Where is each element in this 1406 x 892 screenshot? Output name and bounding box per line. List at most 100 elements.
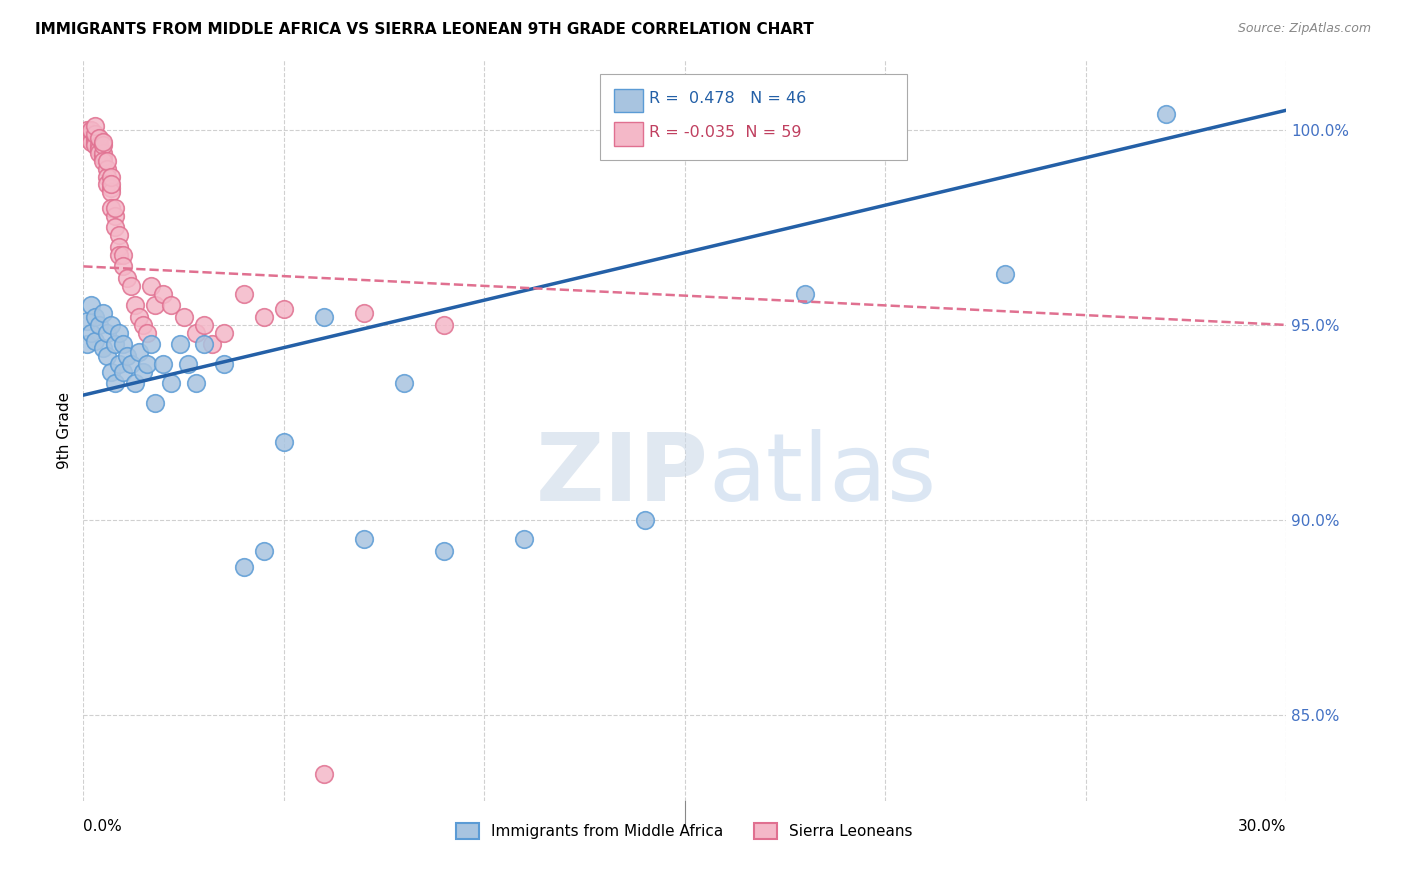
Point	[96, 161, 118, 176]
Point	[84, 138, 107, 153]
Point	[160, 376, 183, 391]
Point	[392, 376, 415, 391]
Point	[152, 357, 174, 371]
Text: 30.0%: 30.0%	[1237, 820, 1286, 834]
Point	[80, 127, 103, 141]
Point	[184, 376, 207, 391]
Point	[91, 135, 114, 149]
Point	[232, 286, 254, 301]
Point	[76, 123, 98, 137]
Point	[100, 365, 122, 379]
Point	[76, 130, 98, 145]
Point	[120, 357, 142, 371]
Text: R =  0.478   N = 46: R = 0.478 N = 46	[648, 91, 806, 106]
Point	[793, 286, 815, 301]
Point	[253, 310, 276, 324]
Point	[136, 326, 159, 340]
Point	[120, 278, 142, 293]
Point	[80, 326, 103, 340]
Point	[212, 326, 235, 340]
Point	[112, 365, 135, 379]
Point	[76, 127, 98, 141]
Point	[433, 318, 456, 332]
Point	[1154, 107, 1177, 121]
Point	[353, 533, 375, 547]
Point	[193, 337, 215, 351]
Point	[312, 310, 335, 324]
Point	[84, 119, 107, 133]
Point	[96, 178, 118, 192]
Point	[128, 310, 150, 324]
Point	[84, 135, 107, 149]
Point	[80, 135, 103, 149]
Point	[145, 396, 167, 410]
Point	[89, 130, 111, 145]
Point	[100, 201, 122, 215]
Point	[132, 318, 155, 332]
FancyBboxPatch shape	[613, 122, 643, 145]
Point	[108, 228, 131, 243]
Point	[112, 248, 135, 262]
Point	[104, 376, 127, 391]
Point	[80, 298, 103, 312]
Point	[128, 345, 150, 359]
Y-axis label: 9th Grade: 9th Grade	[58, 392, 72, 469]
Text: IMMIGRANTS FROM MIDDLE AFRICA VS SIERRA LEONEAN 9TH GRADE CORRELATION CHART: IMMIGRANTS FROM MIDDLE AFRICA VS SIERRA …	[35, 22, 814, 37]
Point	[84, 334, 107, 348]
Point	[91, 154, 114, 169]
Point	[184, 326, 207, 340]
Point	[100, 178, 122, 192]
Point	[89, 142, 111, 156]
Point	[117, 271, 139, 285]
Point	[96, 169, 118, 184]
Point	[193, 318, 215, 332]
Point	[89, 318, 111, 332]
Point	[136, 357, 159, 371]
Point	[273, 434, 295, 449]
Point	[994, 267, 1017, 281]
Point	[117, 349, 139, 363]
Point	[108, 240, 131, 254]
FancyBboxPatch shape	[600, 74, 907, 160]
Point	[91, 146, 114, 161]
FancyBboxPatch shape	[613, 88, 643, 112]
Point	[104, 337, 127, 351]
Point	[100, 186, 122, 200]
Point	[100, 318, 122, 332]
Point	[76, 337, 98, 351]
Text: atlas: atlas	[709, 429, 936, 521]
Point	[433, 544, 456, 558]
Point	[160, 298, 183, 312]
Point	[173, 310, 195, 324]
Point	[100, 181, 122, 195]
Point	[212, 357, 235, 371]
Text: ZIP: ZIP	[536, 429, 709, 521]
Point	[200, 337, 222, 351]
Point	[91, 341, 114, 355]
Point	[104, 220, 127, 235]
Point	[124, 376, 146, 391]
Point	[104, 201, 127, 215]
Point	[112, 337, 135, 351]
Point	[96, 154, 118, 169]
Point	[84, 310, 107, 324]
Point	[104, 209, 127, 223]
Point	[96, 326, 118, 340]
Point	[76, 314, 98, 328]
Point	[145, 298, 167, 312]
Point	[273, 302, 295, 317]
Point	[132, 365, 155, 379]
Point	[108, 326, 131, 340]
Point	[112, 260, 135, 274]
Point	[312, 766, 335, 780]
Point	[91, 138, 114, 153]
Point	[176, 357, 198, 371]
Point	[141, 278, 163, 293]
Point	[232, 559, 254, 574]
Point	[108, 357, 131, 371]
Point	[108, 248, 131, 262]
Point	[91, 150, 114, 164]
Point	[633, 513, 655, 527]
Point	[84, 130, 107, 145]
Point	[84, 127, 107, 141]
